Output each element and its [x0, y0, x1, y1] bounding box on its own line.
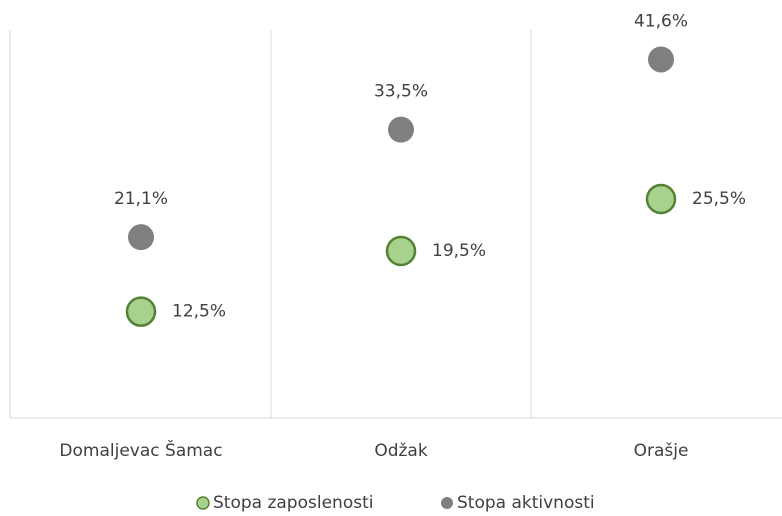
dot [645, 183, 677, 215]
legend-marker [196, 496, 210, 510]
dot [648, 46, 674, 73]
legend-label: Stopa zaposlenosti [213, 493, 373, 513]
x-tick-label: Domaljevac Šamac [59, 439, 222, 461]
dot [125, 296, 157, 327]
dot [128, 224, 154, 251]
data-label: 21,1% [114, 189, 168, 209]
legend-label: Stopa aktivnosti [457, 493, 595, 513]
data-label: 12,5% [172, 302, 226, 322]
x-tick-label: Odžak [374, 441, 428, 461]
data-label: 25,5% [692, 189, 746, 209]
data-label: 19,5% [432, 241, 486, 261]
x-tick-label: Orašje [634, 441, 689, 461]
dot [385, 235, 417, 267]
dot [388, 116, 414, 143]
data-label: 41,6% [634, 11, 688, 31]
legend-marker [441, 497, 453, 509]
data-label: 33,5% [374, 82, 428, 102]
